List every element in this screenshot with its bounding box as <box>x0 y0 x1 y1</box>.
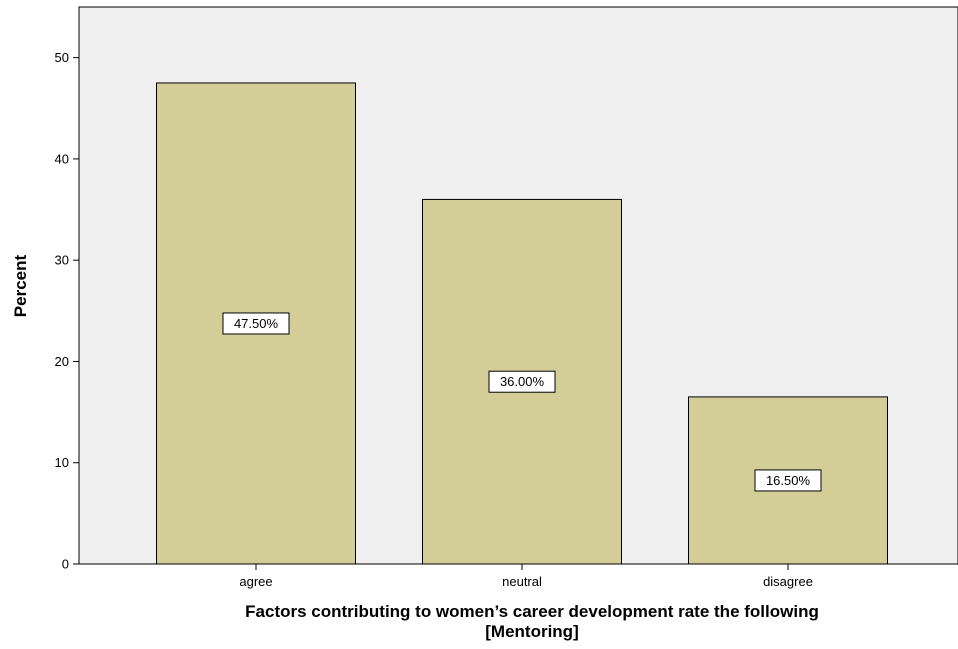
data-label-box <box>222 312 290 335</box>
x-axis: agree neutral disagree <box>79 563 958 589</box>
y-tick-label: 30 <box>55 253 69 268</box>
x-axis-title-line-2: [Mentoring] <box>485 622 578 641</box>
data-label: 36.00% <box>500 374 545 389</box>
data-label-box <box>488 370 556 393</box>
data-label: 47.50% <box>234 316 279 331</box>
x-tick-label: neutral <box>502 574 542 589</box>
y-tick-label: 10 <box>55 455 69 470</box>
x-tick-label: disagree <box>763 574 813 589</box>
y-tick-label: 20 <box>55 354 69 369</box>
y-tick-label: 50 <box>55 50 69 65</box>
data-label: 16.50% <box>766 473 811 488</box>
y-axis: 0 10 20 30 40 50 <box>55 7 80 572</box>
y-tick-label: 40 <box>55 151 69 166</box>
y-tick-label: 0 <box>62 557 69 572</box>
y-axis-title: Percent <box>11 254 30 317</box>
bars-layer: 47.50% 36.00% 16.50% <box>156 82 888 565</box>
x-axis-title-line-1: Factors contributing to women’s career d… <box>245 602 819 621</box>
data-label-box <box>754 469 822 492</box>
x-tick-label: agree <box>239 574 272 589</box>
